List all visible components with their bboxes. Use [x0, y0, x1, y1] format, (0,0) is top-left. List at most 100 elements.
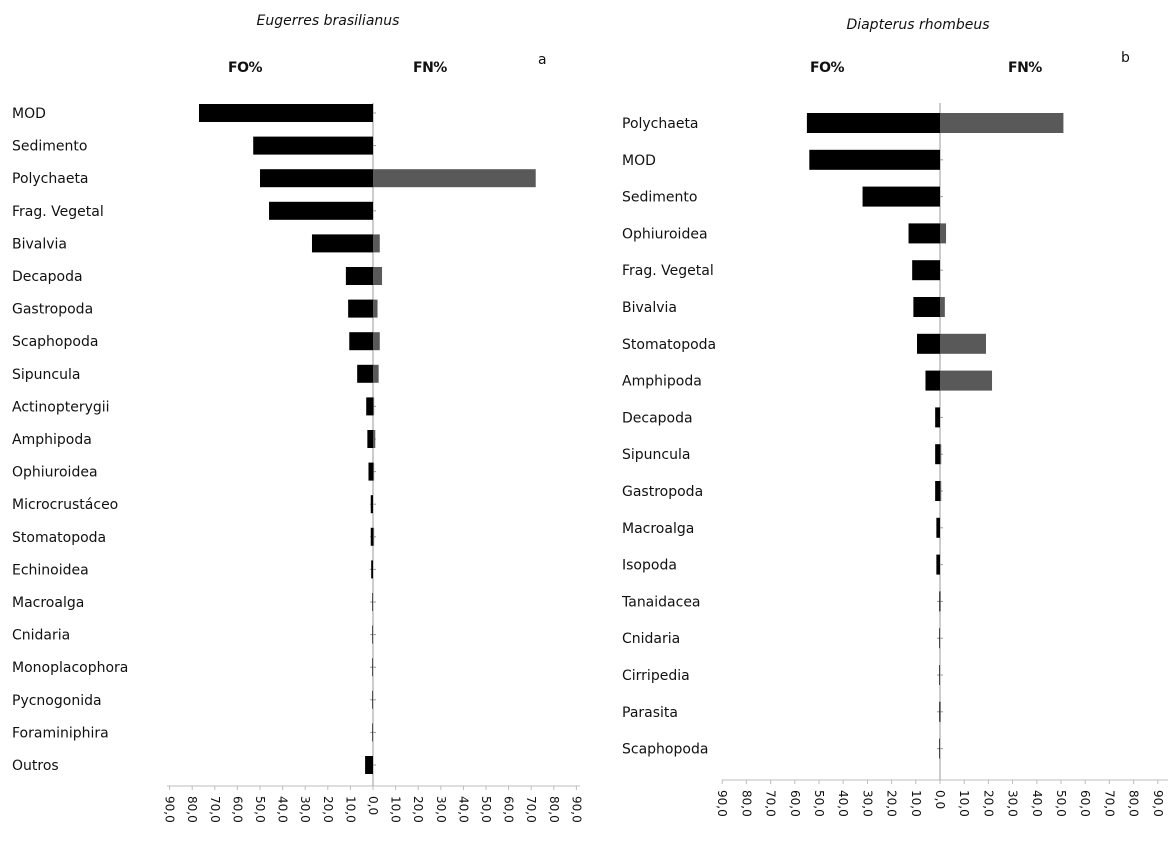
x-tick-label: 60,0: [230, 796, 244, 823]
x-tick-label: 50,0: [1054, 790, 1068, 817]
x-tick-label: 30,0: [1006, 790, 1020, 817]
category-label: Foraminiphira: [12, 725, 109, 741]
x-tick-label: 40,0: [456, 796, 470, 823]
fn-bar: [940, 591, 941, 612]
x-tick-label: 80,0: [1127, 790, 1141, 817]
category-label: Macroalga: [622, 521, 694, 537]
category-label: Cnidaria: [12, 628, 70, 644]
fo-bar: [939, 701, 940, 722]
fn-bar: [373, 299, 378, 318]
x-tick-label: 90,0: [163, 796, 177, 823]
fn-header-a: FN%: [413, 60, 447, 76]
fo-bar: [357, 364, 373, 383]
category-label: Macroalga: [12, 595, 84, 611]
fn-bar: [373, 430, 376, 448]
fo-bar: [349, 332, 373, 351]
category-label: Amphipoda: [622, 374, 702, 390]
fo-bar: [935, 407, 940, 428]
x-tick-label: 10,0: [389, 796, 403, 823]
fn-bar: [940, 481, 942, 501]
x-tick-label: 60,0: [1078, 790, 1092, 817]
fo-bar: [925, 370, 940, 391]
fn-bar: [373, 364, 379, 383]
bar-chart-b: 90,0 80,0 70,0 60,0 50,0 40,0 30,0 20,0 10,0 0,0 1…: [621, 103, 1168, 817]
x-tick-label: 40,0: [1030, 790, 1044, 817]
fo-bar: [370, 495, 373, 514]
fo-header-a: FO%: [228, 60, 263, 76]
chart-panel-a: Eugerres brasilianus a FO% FN% 90,0 80,0 7…: [0, 0, 583, 848]
category-label: Polychaeta: [12, 171, 89, 187]
fn-bar: [373, 527, 375, 546]
x-tick-label: 20,0: [411, 796, 425, 823]
fo-bar: [939, 591, 940, 612]
category-label: Sedimento: [12, 139, 87, 155]
fo-bar: [368, 462, 373, 481]
fo-bar: [371, 560, 373, 579]
category-label: Sipuncula: [622, 447, 690, 463]
category-label: Ophiuroidea: [622, 226, 708, 242]
panel-letter-a: a: [538, 52, 547, 68]
fo-bar: [345, 267, 373, 285]
category-label: Decapoda: [12, 269, 83, 285]
fo-bar: [809, 149, 940, 170]
category-label: Decapoda: [622, 410, 693, 426]
fo-bar: [348, 299, 373, 318]
category-label: Bivalvia: [622, 300, 677, 316]
fo-bar: [370, 527, 373, 546]
fn-bar: [373, 169, 536, 188]
x-tick-label: 90,0: [1151, 790, 1165, 817]
x-tick-label: 90,0: [569, 796, 583, 823]
fo-bar: [311, 234, 373, 253]
category-label: Echinoidea: [12, 562, 89, 578]
fo-bar: [253, 136, 373, 155]
x-tick-label: 10,0: [343, 796, 357, 823]
fo-bar: [862, 186, 940, 207]
panel-letter-b: b: [1121, 50, 1130, 66]
fn-bar: [373, 332, 380, 351]
category-label: Stomatopoda: [622, 337, 716, 353]
fn-bar: [940, 370, 993, 391]
category-label: Pycnogonida: [12, 693, 102, 709]
x-tick-label: 20,0: [981, 790, 995, 817]
fo-bar: [365, 756, 373, 774]
fn-bar: [940, 444, 942, 465]
category-label: Bivalvia: [12, 236, 67, 252]
category-label: Actinopterygii: [12, 399, 110, 415]
fn-bar: [940, 223, 947, 244]
category-label: Microcrustáceo: [12, 497, 118, 513]
category-label: Cirripedia: [622, 668, 690, 684]
category-label: Stomatopoda: [12, 530, 106, 546]
fo-bar: [372, 625, 373, 644]
category-label: Tanaidacea: [621, 594, 701, 610]
fo-bar: [260, 169, 373, 188]
category-label: Ophiuroidea: [12, 465, 98, 481]
fn-bar: [373, 397, 375, 416]
category-label: Sipuncula: [12, 367, 80, 383]
chart-title-a: Eugerres brasilianus: [256, 13, 400, 29]
fo-bar: [935, 444, 940, 465]
category-label: Polychaeta: [622, 116, 699, 132]
fo-bar: [367, 430, 373, 448]
fn-bar: [940, 701, 941, 722]
fo-bar: [939, 738, 940, 759]
x-tick-label: 60,0: [788, 790, 802, 817]
category-label: Cnidaria: [622, 631, 680, 647]
fo-bar: [935, 481, 940, 501]
fn-bar: [373, 234, 380, 253]
x-tick-label: 60,0: [502, 796, 516, 823]
fn-bar: [373, 267, 383, 285]
x-tick-label: 50,0: [479, 796, 493, 823]
x-tick-label: 10,0: [957, 790, 971, 817]
category-label: Monoplacophora: [12, 660, 128, 676]
fo-bar: [917, 333, 940, 354]
fo-bar: [198, 104, 373, 122]
category-label: Gastropoda: [12, 302, 93, 318]
category-label: MOD: [622, 153, 656, 169]
fo-bar: [913, 297, 940, 317]
x-tick-label: 30,0: [434, 796, 448, 823]
category-label: Gastropoda: [622, 484, 703, 500]
fo-bar: [372, 690, 373, 709]
fo-bar: [372, 723, 373, 742]
fo-bar: [912, 260, 940, 281]
x-tick-label: 70,0: [524, 796, 538, 823]
